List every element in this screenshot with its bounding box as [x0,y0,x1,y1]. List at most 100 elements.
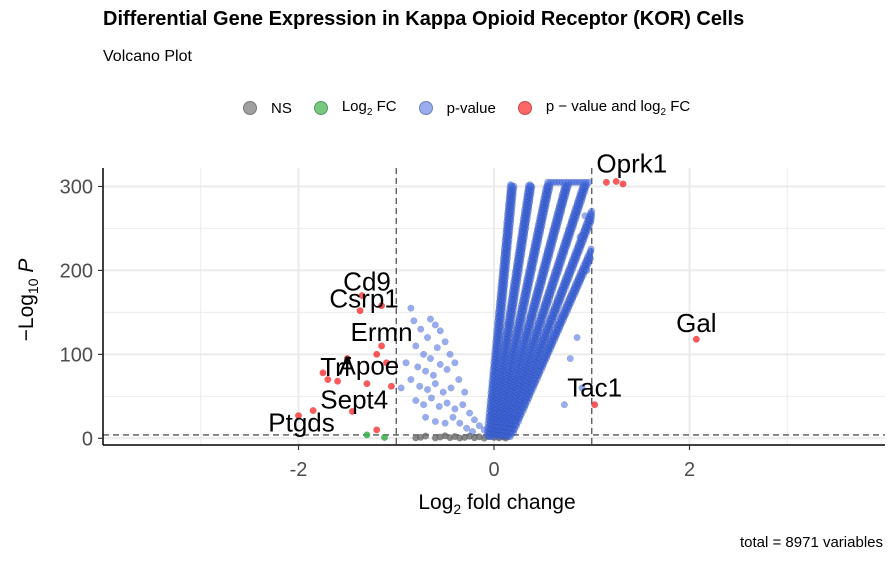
legend-dot-ns [243,101,257,115]
x-tick-label: 2 [684,459,695,481]
pvalue-point [466,409,474,417]
pvalue-point [416,382,424,390]
pvalue-and-log2fc-point [334,377,342,385]
pvalue-point [447,384,455,392]
chart-caption: total = 8971 variables [739,534,883,551]
pvalue-and-log2fc-point [348,407,356,415]
y-axis-title: −Log10 P [15,259,41,342]
pvalue-point [433,344,441,352]
pvalue-and-log2fc-point [382,359,391,367]
pvalue-and-log2fc-point [324,375,332,384]
pvalue-point [446,350,454,358]
gene-label: Csrp1 [329,284,398,314]
legend-label-ns: NS [271,99,292,117]
pvalue-point [423,386,432,394]
pvalue-and-log2fc-point [373,426,381,434]
pvalue-point [456,419,464,427]
log2fc-point [363,431,371,439]
pvalue-point [414,363,422,371]
pvalue-point [578,384,586,392]
pvalue-point [431,321,439,329]
pvalue-point [461,388,469,396]
x-axis-title: Log2 fold change [418,491,575,517]
pvalue-point [412,342,420,350]
legend-item-ns: NS [243,100,292,117]
pvalue-point [420,401,428,409]
pvalue-and-log2fc-point [612,177,620,185]
pvalue-and-log2fc-point [373,350,381,358]
pvalue-point [573,334,581,342]
y-tick-label: 0 [82,428,93,450]
pvalue-point [422,413,430,421]
pvalue-point [449,413,457,421]
legend-label-pvalue: p-value [446,99,496,117]
pvalue-point [583,266,591,274]
pvalue-point [470,416,479,424]
pvalue-point [397,384,405,392]
axes: -2 0 2 0 100 200 300 [60,168,885,481]
gene-label: Tac1 [567,373,622,403]
pvalue-point [451,405,459,413]
pvalue-point [417,325,425,333]
chart-title: Differential Gene Expression in Kappa Op… [103,8,745,30]
pvalue-and-log2fc-point [591,401,599,409]
pvalue-point [468,428,477,436]
legend-label-log2fc: Log2 FC [341,98,397,118]
pvalue-and-log2fc-point [619,180,627,188]
pvalue-point [459,401,467,409]
pvalue-point [402,359,410,367]
pvalue-point [475,422,483,430]
pvalue-and-log2fc-point [378,342,386,350]
gene-label: Ptgds [268,408,335,438]
pvalue-point [436,327,444,335]
pvalue-point [427,394,435,402]
pvalue-point [587,245,595,253]
pvalue-point [585,178,593,186]
pvalue-and-log2fc-point [294,412,303,420]
pvalue-point [443,365,451,374]
pvalue-and-log2fc-point [387,382,395,390]
pvalue-point [412,396,420,405]
legend-dot-pvalue [418,101,433,115]
pvalue-point [410,317,418,325]
pvalue-and-log2fc-point [602,178,610,186]
pvalue-point [576,233,584,241]
pvalue-and-log2fc-point [363,380,371,388]
pvalue-point [506,181,515,189]
pvalue-point [451,359,459,367]
pvalue-and-log2fc-point [309,407,317,415]
pvalue-and-log2fc-point [378,302,386,310]
legend-item-log2fc: Log2 FC [313,98,397,118]
pvalue-point [435,402,443,410]
legend-item-pvalue: p-value [418,99,496,117]
pvalue-point [463,424,471,432]
y-tick-label: 300 [60,176,93,198]
gene-label: Trf [320,352,352,382]
pvalue-point [429,371,437,379]
pvalue-point [526,181,534,189]
pvalue-point [588,207,596,215]
legend-dot-pvalue-and-log2fc [517,101,532,115]
pvalue-point [431,380,439,388]
pvalue-point [560,401,568,409]
pvalue-point [422,367,430,375]
data-points [294,177,700,442]
pvalue-point [407,304,415,312]
pvalue-point [455,375,463,384]
pvalue-and-log2fc-point [319,369,327,377]
x-tick-label: 0 [488,459,499,481]
pvalue-and-log2fc-point [358,292,366,300]
y-tick-label: 100 [60,344,93,366]
legend-label-pvalue-and-log2fc: p − value and log2 FC [545,98,691,118]
pvalue-point [443,399,451,407]
pvalue-point [426,354,435,363]
legend: NS Log2 FC p-value p − value and log2 FC [243,98,712,118]
pvalue-point [423,334,432,342]
pvalue-point [439,388,447,396]
gene-label: Sept4 [320,384,388,414]
pvalue-point [436,360,444,368]
y-tick-label: 200 [60,260,93,282]
pvalue-point [581,212,589,220]
